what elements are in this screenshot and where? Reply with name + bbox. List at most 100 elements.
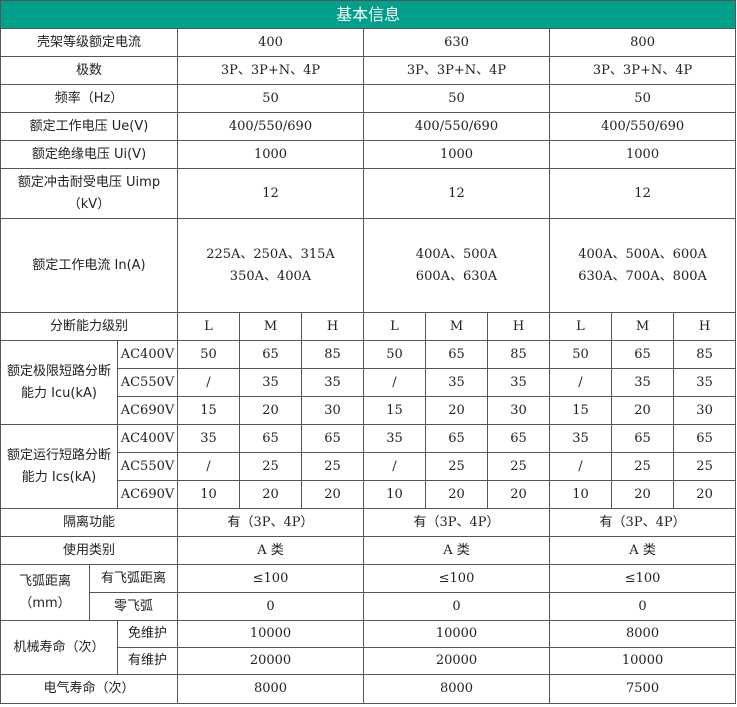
sub-label: 有飞弧距离 (89, 564, 178, 593)
value-cell: 1000 (177, 140, 364, 169)
value-cell: 8000 (177, 674, 364, 704)
table-row: 隔离功能 有（3P、4P） 有（3P、4P） 有（3P、4P） (0, 508, 737, 537)
row-label: 额定绝缘电压 Ui(V) (0, 140, 178, 169)
table-row: 电气寿命（次） 8000 8000 7500 (0, 674, 737, 704)
level-header: L (549, 312, 612, 341)
value-cell: 15 (549, 396, 612, 425)
value-cell: 10 (363, 480, 426, 509)
value-cell: 35 (672, 368, 737, 397)
value-cell: 50 (363, 84, 550, 113)
table-row: 分断能力级别 L M H L M H L M H (0, 312, 737, 341)
value-cell: 25 (239, 452, 302, 481)
value-cell: 85 (301, 340, 364, 369)
value-cell: 1000 (363, 140, 550, 169)
value-cell: / (363, 368, 426, 397)
value-cell: 30 (487, 396, 550, 425)
voltage-label: AC400V (117, 424, 178, 453)
value-cell: A 类 (363, 536, 550, 565)
value-cell: 65 (301, 424, 364, 453)
value-cell: 35 (177, 424, 240, 453)
value-cell: 0 (177, 592, 364, 621)
value-cell: 20 (425, 396, 488, 425)
value-cell: 20 (611, 396, 674, 425)
row-label: 分断能力级别 (0, 312, 178, 341)
value-cell: 35 (363, 424, 426, 453)
table-row: 额定工作电流 In(A) 225A、250A、315A 350A、400A 400A、… (0, 218, 737, 313)
value-cell: 7500 (548, 674, 737, 704)
current-line: 350A、400A (229, 268, 312, 284)
value-cell: 10000 (363, 620, 550, 648)
value-cell: 10 (549, 480, 612, 509)
level-header: M (239, 312, 302, 341)
value-cell: 800 (548, 28, 737, 57)
value-cell: 20 (239, 396, 302, 425)
value-cell: 20000 (177, 647, 364, 675)
value-cell: 30 (301, 396, 364, 425)
group-label: 飞弧距离（mm） (0, 564, 90, 621)
value-cell: 65 (672, 424, 737, 453)
table-row: 额定绝缘电压 Ui(V) 1000 1000 1000 (0, 140, 737, 169)
table-row: 零飞弧 0 0 0 (1, 592, 737, 621)
level-header: M (425, 312, 488, 341)
table-row: AC550V/35 35/35 35/35 35 (1, 368, 737, 397)
level-header: H (487, 312, 550, 341)
value-cell: A 类 (548, 536, 737, 565)
value-cell: 有（3P、4P） (177, 508, 364, 537)
value-cell: / (549, 452, 612, 481)
value-cell: 400A、500A 600A、630A (363, 218, 550, 313)
current-line: 400A、500A (415, 246, 498, 262)
value-cell: 有（3P、4P） (548, 508, 737, 537)
row-label: 频率（Hz） (0, 84, 178, 113)
value-cell: 35 (425, 368, 488, 397)
value-cell: 12 (177, 168, 364, 219)
value-cell: ≤100 (177, 564, 364, 593)
row-label: 极数 (0, 56, 178, 85)
value-cell: 有（3P、4P） (363, 508, 550, 537)
value-cell: 65 (425, 340, 488, 369)
value-cell: 35 (487, 368, 550, 397)
group-label: 机械寿命（次） (0, 620, 118, 675)
value-cell: 3P、3P+N、4P (363, 56, 550, 85)
current-line: 600A、630A (415, 268, 498, 284)
value-cell: 400A、500A、600A 630A、700A、800A (548, 218, 737, 313)
value-cell: 25 (301, 452, 364, 481)
value-cell: 85 (487, 340, 550, 369)
value-cell: 65 (425, 424, 488, 453)
table-row: 有维护 20000 20000 10000 (1, 647, 737, 675)
value-cell: 20 (487, 480, 550, 509)
group-label: 额定极限短路分断能力 Icu(kA) (0, 340, 118, 425)
value-cell: / (363, 452, 426, 481)
row-label: 使用类别 (0, 536, 178, 565)
value-cell: 400 (177, 28, 364, 57)
row-label: 电气寿命（次） (0, 674, 178, 704)
sub-label: 有维护 (117, 647, 178, 675)
value-cell: 25 (672, 452, 737, 481)
table-row: AC690V 15 20 30 15 20 30 15 20 30 (1, 396, 737, 425)
sub-label: 零飞弧 (89, 592, 178, 621)
value-cell: 3P、3P+N、4P (177, 56, 364, 85)
value-cell: 25 (487, 452, 550, 481)
value-cell: 400/550/690 (177, 112, 364, 141)
value-cell: 50 (177, 340, 240, 369)
table-row: 额定工作电压 Ue(V) 400/550/690 400/550/690 400/55… (0, 112, 737, 141)
value-cell: 50 (548, 84, 737, 113)
current-line: 630A、700A、800A (578, 268, 707, 284)
table-row: 壳架等级额定电流 400 630 800 (0, 28, 737, 57)
voltage-label: AC400V (117, 340, 178, 369)
table-row: 飞弧距离（mm） 有飞弧距离 ≤100 ≤100 ≤100 (0, 564, 737, 621)
value-cell: 3P、3P+N、4P (548, 56, 737, 85)
table-row: 极数 3P、3P+N、4P 3P、3P+N、4P 3P、3P+N、4P (0, 56, 737, 85)
value-cell: 1000 (548, 140, 737, 169)
value-cell: 25 (425, 452, 488, 481)
level-header: M (611, 312, 674, 341)
value-cell: 225A、250A、315A 350A、400A (177, 218, 364, 313)
value-cell: 65 (611, 424, 674, 453)
value-cell: 85 (672, 340, 737, 369)
value-cell: 35 (239, 368, 302, 397)
value-cell: 8000 (363, 674, 550, 704)
value-cell: 35 (301, 368, 364, 397)
table-row: 额定极限短路分断能力 Icu(kA) AC400V 50 65 85 50 65 85 50 65… (0, 340, 737, 425)
value-cell: 400/550/690 (363, 112, 550, 141)
value-cell: 35 (549, 424, 612, 453)
